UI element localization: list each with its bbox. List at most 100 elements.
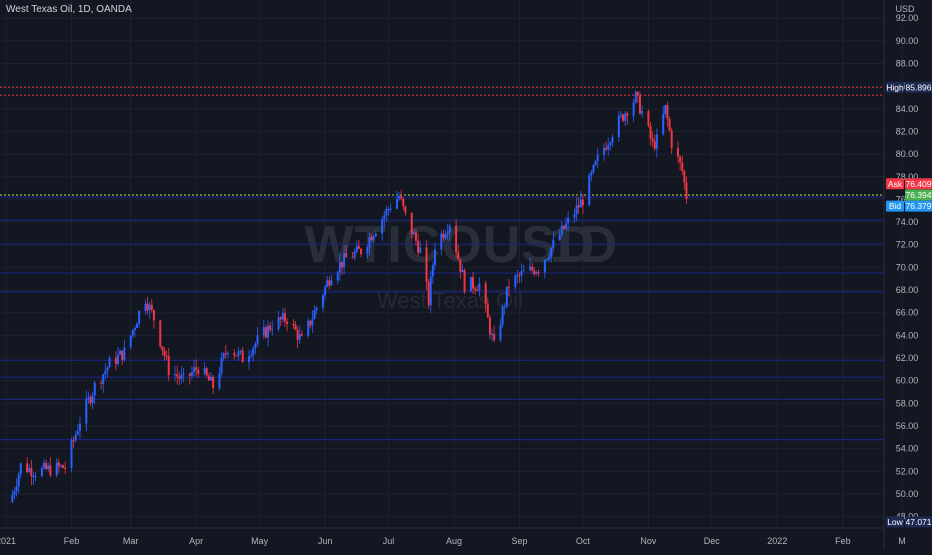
- candle-body: [178, 376, 181, 379]
- candle-body: [269, 325, 272, 330]
- candle-body: [446, 232, 449, 235]
- candle-body: [336, 272, 339, 281]
- candle-body: [338, 262, 341, 273]
- candle-body: [634, 91, 637, 103]
- bid-tag-value-bg: [905, 200, 932, 212]
- candle-body: [271, 329, 274, 331]
- candle-body: [440, 233, 443, 250]
- candle-body: [351, 257, 354, 259]
- candle-body: [360, 248, 363, 255]
- y-tick-label: 78.00: [896, 172, 919, 182]
- y-tick-label: 60.00: [896, 376, 919, 386]
- candle-body: [412, 232, 415, 235]
- candle-body: [190, 372, 193, 376]
- candle-body: [535, 272, 538, 275]
- candle-body: [427, 281, 430, 306]
- candle-body: [117, 354, 119, 364]
- x-tick-label: Oct: [576, 536, 591, 546]
- bid-tag-label: Bid: [889, 201, 902, 211]
- candle-body: [17, 474, 20, 487]
- candle-body: [366, 247, 369, 255]
- candle-body: [286, 321, 289, 324]
- candle-body: [102, 374, 105, 384]
- candle-body: [26, 463, 29, 473]
- candle-body: [326, 280, 329, 287]
- candle-body: [321, 295, 324, 308]
- x-tick-label: Mar: [123, 536, 139, 546]
- x-tick-label: Jun: [318, 536, 333, 546]
- candle-body: [34, 475, 37, 477]
- candle-body: [662, 114, 665, 135]
- candle-body: [679, 156, 682, 163]
- candle-body: [239, 350, 242, 352]
- candle-body: [55, 462, 58, 476]
- candle-body: [385, 209, 388, 216]
- candle-body: [222, 353, 225, 358]
- candle-body: [533, 270, 536, 275]
- candle-body: [212, 376, 215, 389]
- watermark-interval: 1D: [550, 216, 618, 274]
- candle-body: [548, 257, 551, 260]
- candle-body: [529, 266, 532, 271]
- candle-body: [431, 264, 434, 277]
- candle-body: [64, 467, 67, 469]
- candle-body: [503, 305, 506, 307]
- candle-body: [250, 355, 253, 357]
- candle-body: [264, 327, 267, 338]
- candle-body: [567, 217, 570, 224]
- candle-body: [565, 223, 567, 229]
- candle-body: [594, 161, 597, 165]
- candle-body: [209, 376, 212, 381]
- candle-body: [40, 467, 43, 476]
- candle-body: [410, 212, 413, 235]
- candle-body: [136, 323, 139, 329]
- candle-body: [472, 277, 475, 289]
- candle-body: [152, 310, 155, 321]
- candle-body: [681, 162, 684, 172]
- ask-tag-label-bg: [886, 178, 904, 190]
- candle-body: [558, 235, 561, 240]
- candles: [11, 89, 688, 504]
- candle-body: [207, 375, 210, 381]
- candle-body: [76, 430, 79, 435]
- candle-body: [668, 118, 671, 131]
- candle-body: [100, 382, 103, 384]
- candle-body: [89, 397, 92, 404]
- candle-body: [607, 144, 610, 150]
- candle-body: [488, 317, 491, 335]
- y-tick-label: 82.00: [896, 126, 919, 136]
- y-tick-label: 58.00: [896, 398, 919, 408]
- candle-body: [144, 303, 147, 311]
- candle-body: [182, 373, 185, 375]
- candle-body: [345, 253, 348, 258]
- candle-body: [381, 219, 384, 234]
- candle-body: [493, 334, 496, 340]
- x-tick-label: Nov: [640, 536, 657, 546]
- candle-body: [353, 251, 356, 258]
- low-tag-value: 47.071: [906, 517, 932, 527]
- candle-body: [647, 111, 650, 126]
- currency-label: USD: [895, 4, 915, 14]
- candle-body: [448, 225, 451, 233]
- candle-body: [19, 463, 22, 475]
- candle-body: [611, 137, 614, 143]
- candle-body: [267, 325, 270, 338]
- time-axis[interactable]: 2021 Feb Mar Apr May Jun Jul Aug Sep Oct Nov Dec 202…: [0, 536, 906, 546]
- candle-body: [459, 259, 462, 272]
- x-tick-label: Aug: [446, 536, 462, 546]
- candle-body: [108, 357, 111, 368]
- candle-body: [486, 304, 489, 318]
- candle-body: [457, 252, 460, 260]
- candle-body: [341, 262, 343, 268]
- candle-body: [419, 247, 422, 253]
- candle-body: [514, 275, 517, 288]
- candle-body: [203, 368, 206, 374]
- candle-body: [520, 270, 523, 276]
- candle-body: [543, 260, 546, 273]
- candle-body: [176, 374, 179, 377]
- candle-body: [372, 236, 375, 241]
- candle-body: [296, 329, 299, 340]
